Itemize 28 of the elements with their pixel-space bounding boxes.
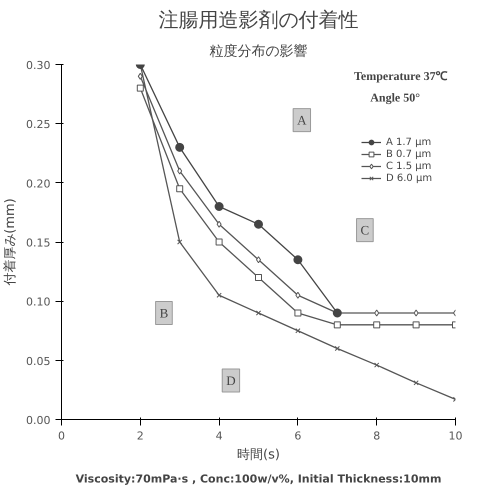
y-axis-title: 付着厚み(mm)	[2, 198, 18, 287]
legend-label: D 6.0 μm	[386, 172, 432, 184]
y-tick-label: 0.20	[26, 177, 51, 190]
y-tick-label: 0.05	[26, 354, 51, 368]
x-tick-label: 6	[294, 430, 302, 442]
legend-label: A 1.7 μm	[386, 136, 432, 148]
legend-label: B 0.7 μm	[386, 148, 432, 160]
x-axis-title: 時間(s)	[237, 448, 280, 462]
x-tick-label: 2	[136, 430, 144, 442]
y-tick-label: 0.25	[26, 118, 51, 132]
text: Viscosity:70mPa·s , Conc:100w/v%, Initial Thickness:10mm	[76, 472, 442, 486]
x-tick-label: 8	[373, 430, 380, 442]
annotation: D	[226, 372, 236, 388]
y-tick-label: 0.10	[26, 296, 51, 309]
chart-title: 注腸用造影剤の付着性	[158, 8, 358, 32]
annotation: Angle 50°	[370, 90, 420, 105]
y-tick-label: 0.15	[26, 236, 51, 250]
annotation: A	[297, 112, 308, 128]
annotation: B	[160, 306, 169, 320]
legend-label: C 1.5 μm	[386, 160, 432, 172]
y-tick-label: 0.30	[26, 59, 51, 72]
chart-subtitle: 粒度分布の影響	[210, 44, 308, 60]
x-tick-label: 4	[216, 430, 223, 442]
y-tick-label: 0.00	[26, 414, 51, 427]
annotation: Temperature 37℃	[354, 69, 448, 84]
annotation: C	[360, 222, 370, 238]
x-tick-label: 10	[448, 430, 462, 442]
x-tick-label: 0	[58, 430, 65, 442]
